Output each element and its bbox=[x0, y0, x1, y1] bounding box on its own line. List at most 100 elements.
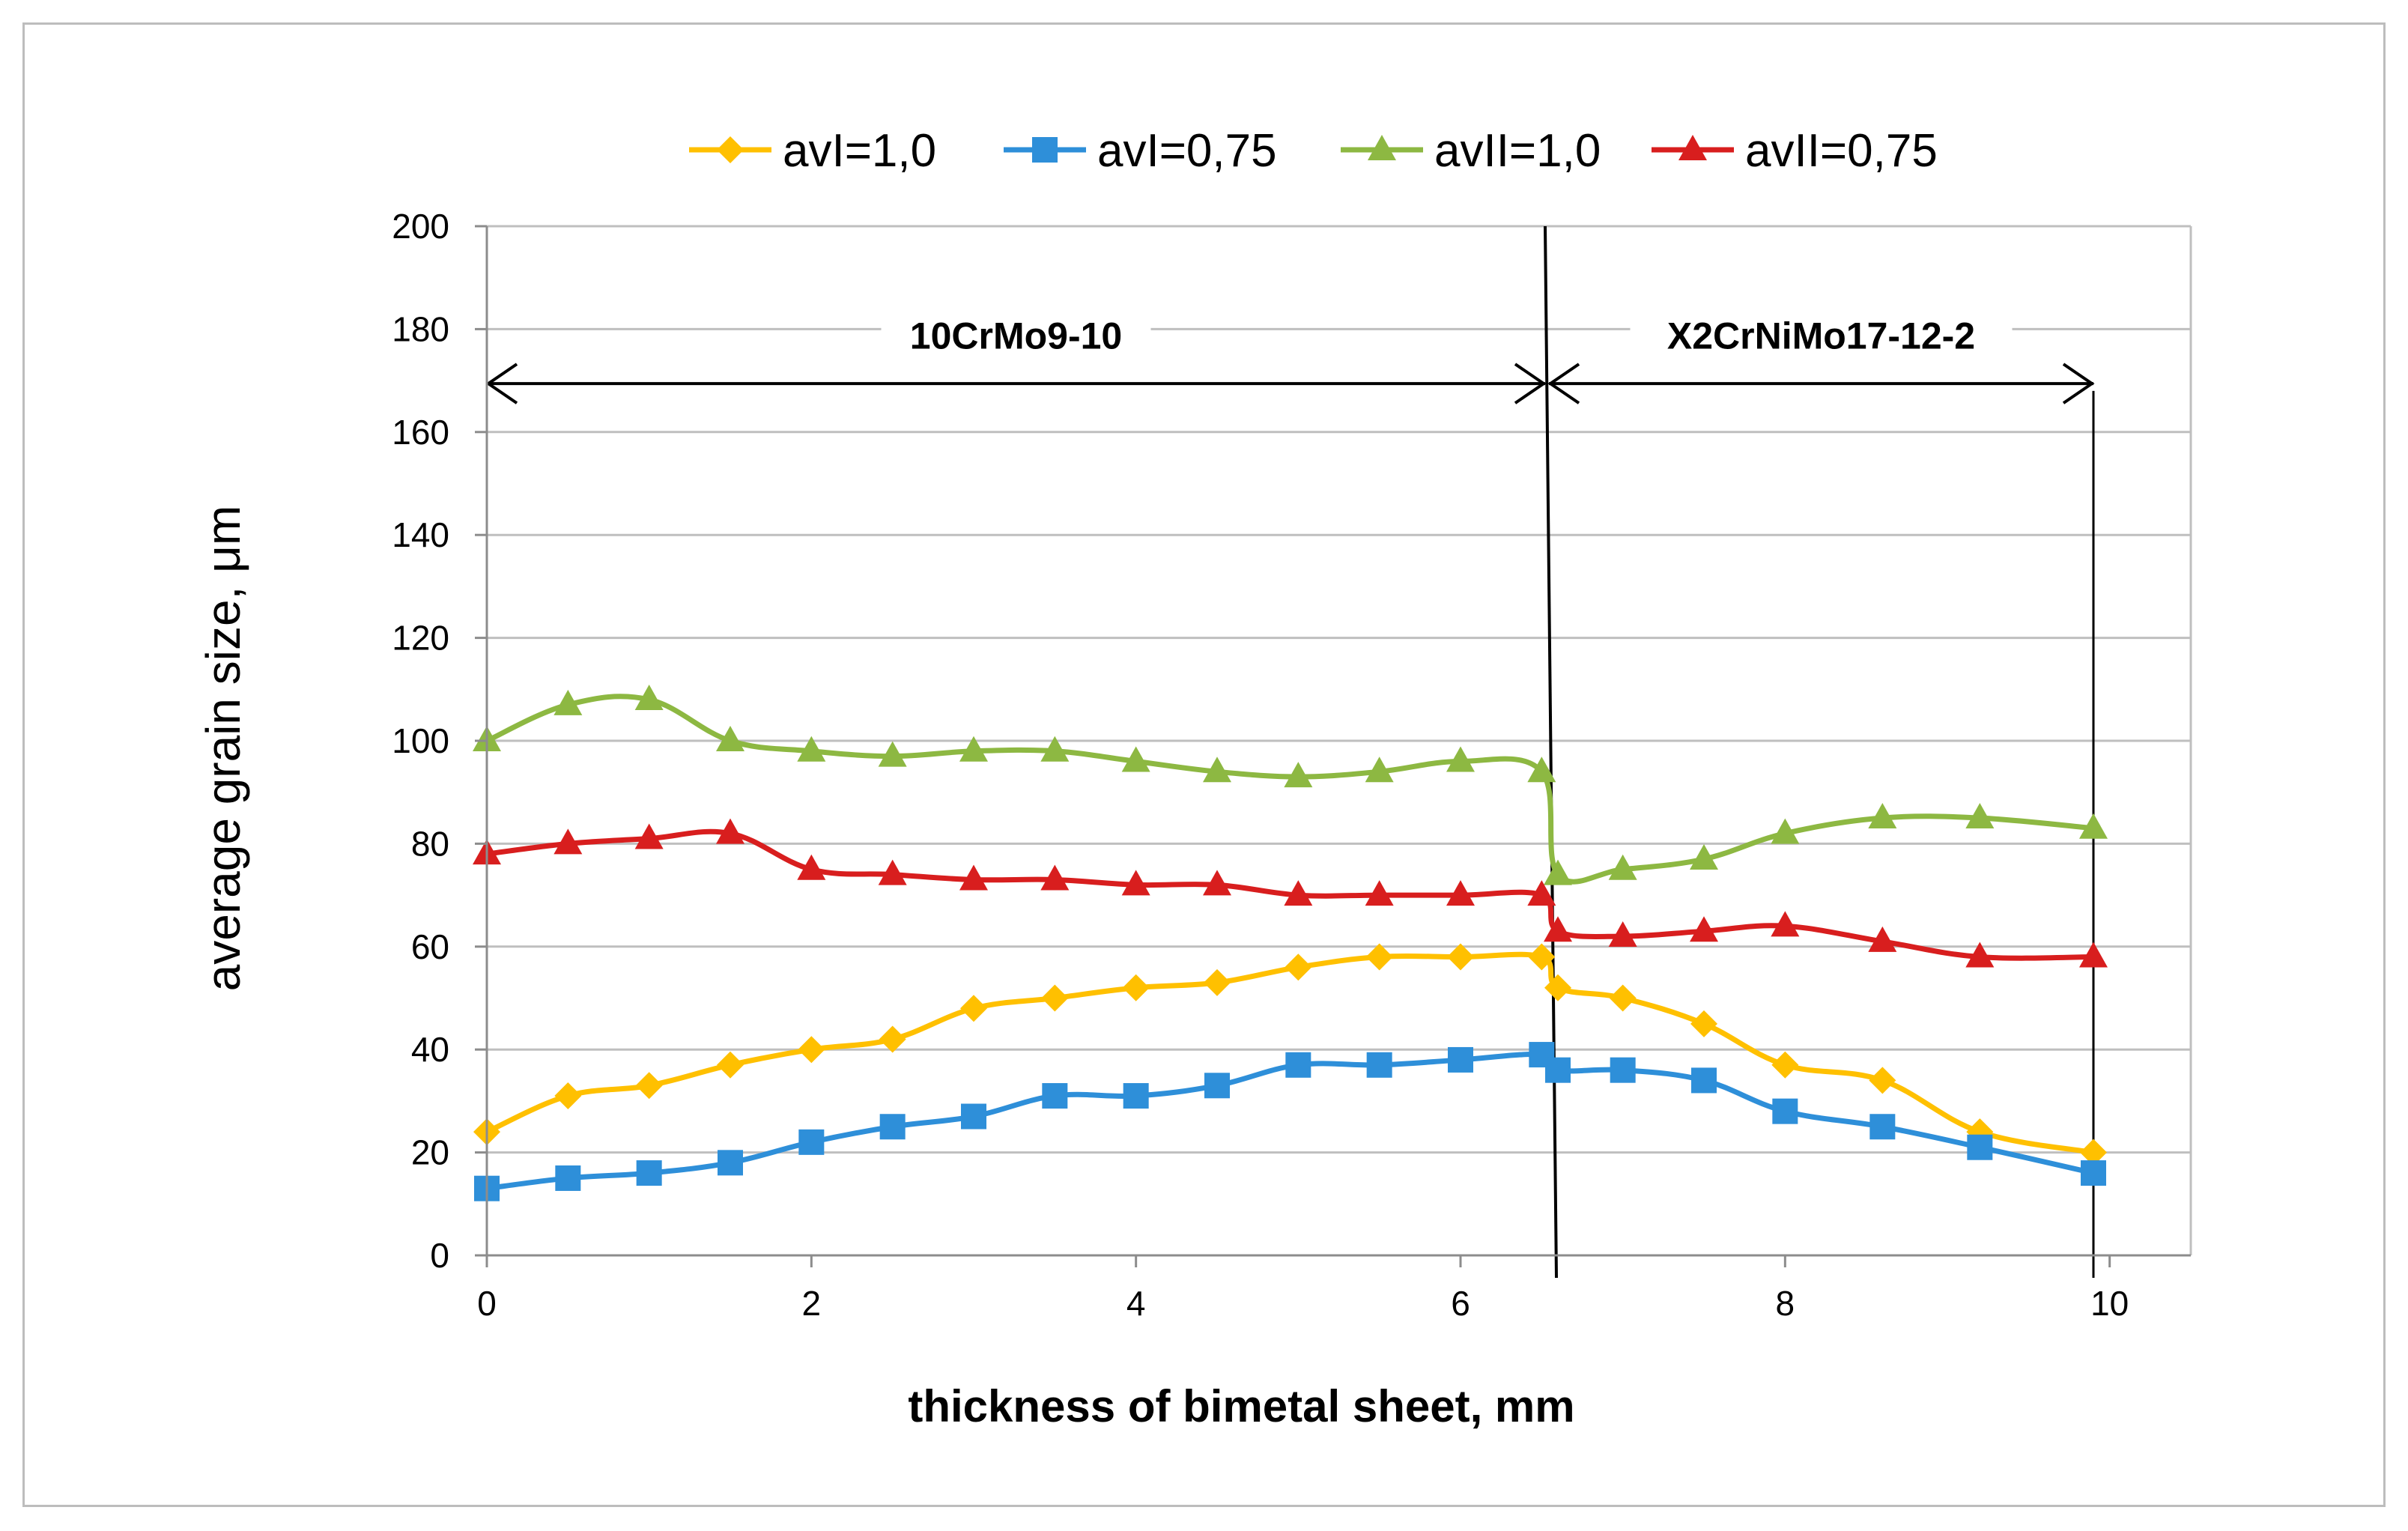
x-tick-label: 6 bbox=[1451, 1284, 1470, 1323]
data-point-series-3 bbox=[1121, 746, 1150, 772]
legend-swatch-marker bbox=[1678, 135, 1707, 160]
x-tick-label: 10 bbox=[2090, 1284, 2129, 1323]
data-point-series-4 bbox=[1544, 916, 1572, 942]
data-point-series-2 bbox=[1204, 1073, 1230, 1099]
legend: avI=1,0 avI=0,75 avII=1,0 avII=0,75 bbox=[689, 125, 1938, 177]
y-tick-label: 140 bbox=[392, 515, 449, 554]
y-axis-title: average grain size, μm bbox=[196, 506, 250, 992]
data-point-series-1 bbox=[2080, 1139, 2107, 1166]
tick-labels: 0 20 40 60 80 100 120 140 160 180 200 0 2 4 6 8 10 bbox=[392, 207, 2129, 1323]
data-point-series-1 bbox=[1365, 943, 1393, 971]
data-point-series-1 bbox=[1869, 1067, 1896, 1094]
data-point-series-4 bbox=[959, 864, 988, 891]
data-point-series-4 bbox=[1365, 880, 1394, 906]
data-point-series-3 bbox=[797, 736, 826, 762]
data-point-series-1 bbox=[554, 1082, 582, 1110]
data-point-series-4 bbox=[1446, 880, 1475, 906]
data-point-series-1 bbox=[1447, 943, 1474, 971]
data-point-series-4 bbox=[1284, 880, 1313, 906]
series-lines bbox=[485, 694, 2094, 1192]
data-point-series-1 bbox=[1122, 974, 1150, 1001]
data-point-series-2 bbox=[718, 1150, 743, 1176]
data-point-series-4 bbox=[797, 854, 826, 880]
data-point-series-4 bbox=[1203, 870, 1231, 896]
data-point-series-2 bbox=[1772, 1098, 1798, 1124]
annotation-arrow-head-right bbox=[1514, 363, 1547, 404]
axes bbox=[475, 225, 2191, 1267]
data-point-series-4 bbox=[2079, 942, 2108, 968]
data-point-series-4 bbox=[1965, 942, 1995, 968]
data-point-series-2 bbox=[1967, 1134, 1993, 1160]
data-point-series-4 bbox=[1690, 916, 1718, 942]
data-point-series-3 bbox=[1365, 757, 1394, 783]
data-point-series-1 bbox=[1690, 1010, 1717, 1037]
series-markers bbox=[473, 685, 2108, 1201]
data-point-series-4 bbox=[716, 818, 744, 844]
annotation-arrow-head-left bbox=[1547, 363, 1580, 404]
data-point-series-3 bbox=[1771, 818, 1800, 844]
data-point-series-4 bbox=[554, 828, 583, 855]
data-point-series-3 bbox=[959, 736, 988, 762]
annotation-label: 10CrMo9-10 bbox=[910, 315, 1122, 357]
x-tick-label: 2 bbox=[802, 1284, 822, 1323]
legend-swatch-marker bbox=[1032, 137, 1058, 163]
data-point-series-1 bbox=[1528, 943, 1556, 971]
data-point-series-3 bbox=[1608, 854, 1637, 880]
data-point-series-2 bbox=[2081, 1160, 2106, 1186]
divider-line-interface bbox=[1544, 225, 1558, 1279]
annotation-arrow-head-right bbox=[2062, 363, 2095, 404]
legend-label: avII=1,0 bbox=[1434, 125, 1601, 177]
chart-frame bbox=[22, 22, 2386, 1507]
data-point-series-1 bbox=[717, 1051, 744, 1079]
data-point-series-2 bbox=[1123, 1083, 1149, 1109]
data-point-series-3 bbox=[1544, 859, 1572, 885]
data-point-series-3 bbox=[1284, 762, 1313, 788]
data-point-series-2 bbox=[1869, 1114, 1896, 1140]
data-point-series-3 bbox=[1868, 803, 1897, 829]
data-point-series-2 bbox=[636, 1160, 662, 1186]
data-point-series-4 bbox=[1608, 921, 1637, 948]
annotation-label: X2CrNiMo17-12-2 bbox=[1667, 315, 1975, 357]
x-tick-label: 4 bbox=[1126, 1284, 1146, 1323]
data-point-series-2 bbox=[1545, 1057, 1571, 1083]
data-point-series-1 bbox=[879, 1025, 906, 1053]
data-point-series-2 bbox=[798, 1129, 825, 1155]
x-tick-label: 0 bbox=[477, 1284, 497, 1323]
data-point-series-3 bbox=[1690, 844, 1718, 870]
y-tick-label: 40 bbox=[411, 1030, 449, 1069]
data-point-series-4 bbox=[634, 823, 664, 849]
data-point-series-1 bbox=[1771, 1051, 1799, 1079]
data-point-series-1 bbox=[1544, 974, 1571, 1001]
data-point-series-3 bbox=[1040, 736, 1070, 762]
data-point-series-3 bbox=[878, 741, 907, 767]
x-tick-label: 8 bbox=[1776, 1284, 1795, 1323]
data-point-series-2 bbox=[555, 1165, 581, 1191]
data-point-series-4 bbox=[1040, 864, 1070, 891]
data-point-series-1 bbox=[1041, 984, 1069, 1012]
data-point-series-4 bbox=[878, 859, 907, 885]
data-point-series-3 bbox=[1203, 757, 1231, 783]
data-point-series-2 bbox=[1042, 1083, 1068, 1109]
annotation-label-bg bbox=[881, 306, 1151, 358]
y-tick-label: 160 bbox=[392, 413, 449, 452]
data-point-series-1 bbox=[960, 995, 987, 1022]
x-axis-title: thickness of bimetal sheet, mm bbox=[908, 1381, 1574, 1431]
data-point-series-2 bbox=[1610, 1057, 1636, 1083]
data-point-series-2 bbox=[1366, 1052, 1392, 1078]
data-point-series-2 bbox=[1691, 1067, 1717, 1094]
data-point-series-3 bbox=[2079, 813, 2108, 839]
data-point-series-1 bbox=[1204, 968, 1231, 996]
data-point-series-2 bbox=[879, 1114, 906, 1140]
y-tick-label: 100 bbox=[392, 721, 449, 760]
data-point-series-3 bbox=[1965, 803, 1995, 829]
data-point-series-1 bbox=[1609, 984, 1637, 1012]
data-point-series-3 bbox=[634, 685, 664, 711]
legend-label: avI=0,75 bbox=[1097, 125, 1277, 177]
data-point-series-4 bbox=[1771, 911, 1800, 937]
y-tick-label: 0 bbox=[430, 1236, 449, 1275]
data-point-series-3 bbox=[1446, 746, 1475, 772]
data-point-series-1 bbox=[798, 1036, 825, 1064]
data-point-series-2 bbox=[1448, 1046, 1473, 1073]
data-point-series-3 bbox=[716, 726, 744, 751]
